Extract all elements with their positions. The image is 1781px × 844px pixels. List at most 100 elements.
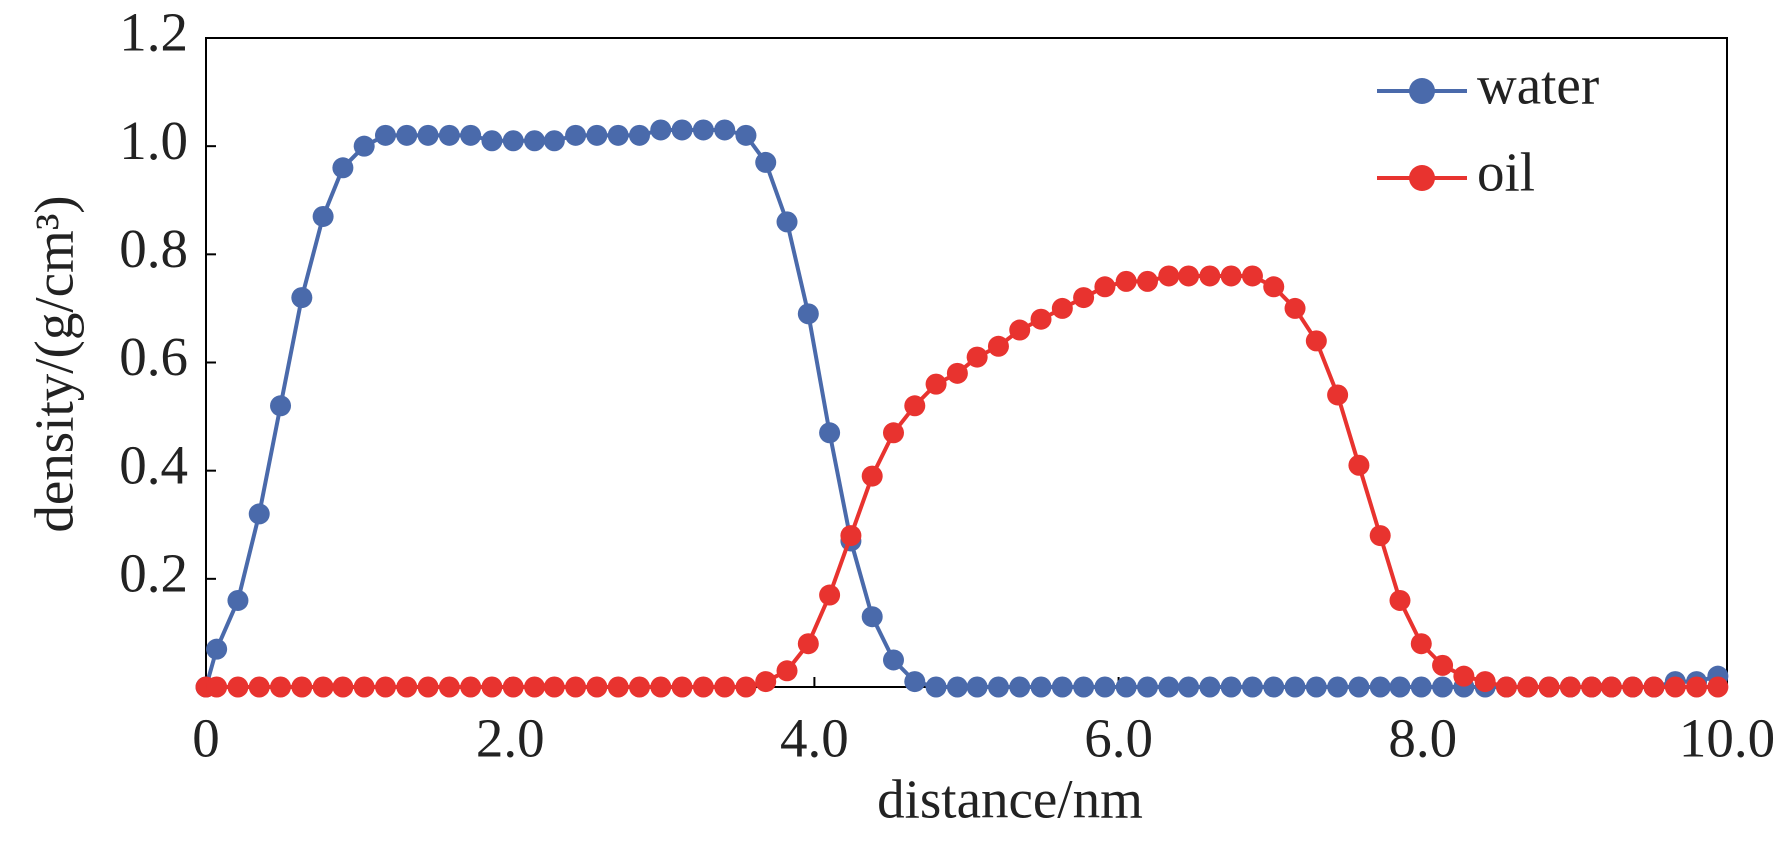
marker [206, 638, 228, 660]
marker [1241, 676, 1263, 698]
marker [714, 119, 736, 141]
marker [586, 124, 608, 146]
marker [1686, 676, 1708, 698]
marker [1327, 384, 1349, 406]
marker [1643, 676, 1665, 698]
marker [374, 124, 396, 146]
marker [565, 676, 587, 698]
marker [1051, 676, 1073, 698]
marker [1030, 676, 1052, 698]
marker [460, 124, 482, 146]
marker [1009, 676, 1031, 698]
marker [1199, 676, 1221, 698]
marker [332, 676, 354, 698]
marker [1495, 676, 1517, 698]
marker [481, 130, 503, 152]
marker [671, 119, 693, 141]
legend-label: water [1477, 55, 1599, 116]
series-line [206, 273, 1718, 689]
legend-marker [1409, 165, 1435, 191]
marker [1009, 319, 1031, 341]
marker [1178, 676, 1200, 698]
marker [1369, 525, 1391, 547]
marker [735, 124, 757, 146]
y-tick-label: 0.4 [119, 434, 188, 495]
marker [1178, 265, 1200, 287]
x-tick-label: 0 [192, 708, 220, 769]
marker [1389, 676, 1411, 698]
marker [1115, 676, 1137, 698]
marker [460, 676, 482, 698]
marker [987, 335, 1009, 357]
marker [524, 130, 546, 152]
marker [1453, 665, 1475, 687]
marker [1432, 654, 1454, 676]
marker [1622, 676, 1644, 698]
marker [1051, 297, 1073, 319]
marker [628, 124, 650, 146]
marker [819, 584, 841, 606]
marker [1263, 676, 1285, 698]
marker [904, 395, 926, 417]
marker [755, 151, 777, 173]
x-tick-label: 4.0 [780, 708, 849, 769]
marker [565, 124, 587, 146]
marker [628, 676, 650, 698]
marker [502, 676, 524, 698]
marker [1094, 276, 1116, 298]
marker [861, 465, 883, 487]
marker [417, 124, 439, 146]
marker [1410, 633, 1432, 655]
marker [882, 422, 904, 444]
x-axis-label: distance/nm [877, 769, 1143, 830]
y-tick-label: 0.6 [119, 326, 188, 387]
marker [1094, 676, 1116, 698]
y-tick-label: 0.8 [119, 218, 188, 279]
marker [1158, 676, 1180, 698]
x-tick-label: 10.0 [1679, 708, 1775, 769]
marker [607, 124, 629, 146]
marker [1389, 589, 1411, 611]
legend-marker [1409, 78, 1435, 104]
marker [1348, 676, 1370, 698]
marker [882, 649, 904, 671]
marker [776, 660, 798, 682]
marker [946, 676, 968, 698]
marker [227, 589, 249, 611]
marker [227, 676, 249, 698]
marker [987, 676, 1009, 698]
marker [502, 130, 524, 152]
marker [248, 676, 270, 698]
marker [396, 676, 418, 698]
marker [353, 676, 375, 698]
marker [312, 205, 334, 227]
marker [1030, 308, 1052, 330]
marker [1199, 265, 1221, 287]
marker [417, 676, 439, 698]
marker [1348, 454, 1370, 476]
marker [332, 157, 354, 179]
marker [438, 124, 460, 146]
marker [1517, 676, 1539, 698]
marker [946, 362, 968, 384]
marker [1305, 330, 1327, 352]
marker [1327, 676, 1349, 698]
x-tick-label: 8.0 [1388, 708, 1457, 769]
marker [735, 676, 757, 698]
y-axis-label: density/(g/cm³) [24, 195, 85, 532]
series-line [204, 127, 1719, 689]
marker [1136, 270, 1158, 292]
y-tick-label: 1.0 [119, 110, 188, 171]
marker [374, 676, 396, 698]
marker [1073, 676, 1095, 698]
marker [1284, 297, 1306, 319]
marker [1600, 676, 1622, 698]
marker [1136, 676, 1158, 698]
marker [248, 503, 270, 525]
marker [438, 676, 460, 698]
marker [966, 346, 988, 368]
x-tick-label: 2.0 [476, 708, 545, 769]
marker [607, 676, 629, 698]
marker [1158, 265, 1180, 287]
marker [270, 676, 292, 698]
